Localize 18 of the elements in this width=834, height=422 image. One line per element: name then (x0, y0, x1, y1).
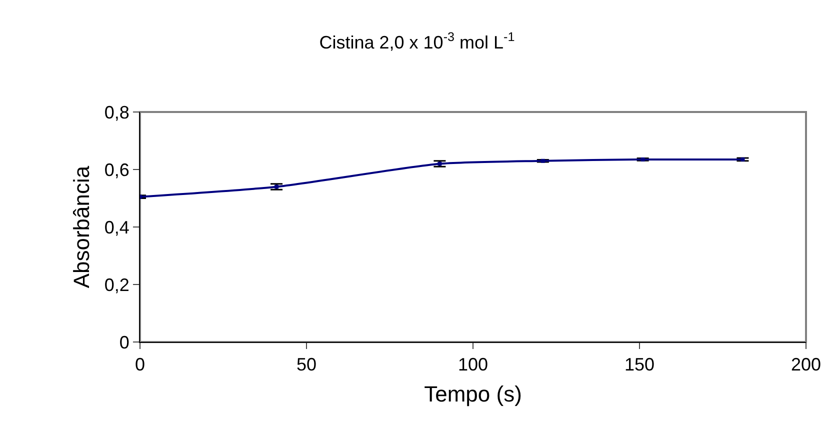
y-tick-label: 0 (119, 332, 130, 352)
point (274, 184, 279, 189)
y-tick-label: 0,6 (104, 160, 130, 180)
y-tick-label: 0,4 (104, 217, 130, 238)
y-axis-title: Absorbância (69, 165, 94, 288)
point (640, 157, 645, 162)
x-tick-label: 150 (624, 354, 655, 375)
x-axis-title: Tempo (s) (424, 382, 522, 406)
chart-title: Cistina 2,0 x 10$^{-3}$ mol L$^{-1}$ (319, 30, 515, 52)
x-tick-label: 100 (458, 354, 488, 375)
x-tick-label: 0 (134, 354, 146, 375)
point (438, 162, 442, 166)
y-tick-label: 0,8 (104, 102, 130, 122)
y-tick-label: 0,2 (104, 274, 130, 295)
point (540, 158, 545, 163)
x-tick-label: 50 (296, 354, 317, 375)
x-tick-label: 200 (790, 354, 822, 375)
point (740, 157, 745, 162)
